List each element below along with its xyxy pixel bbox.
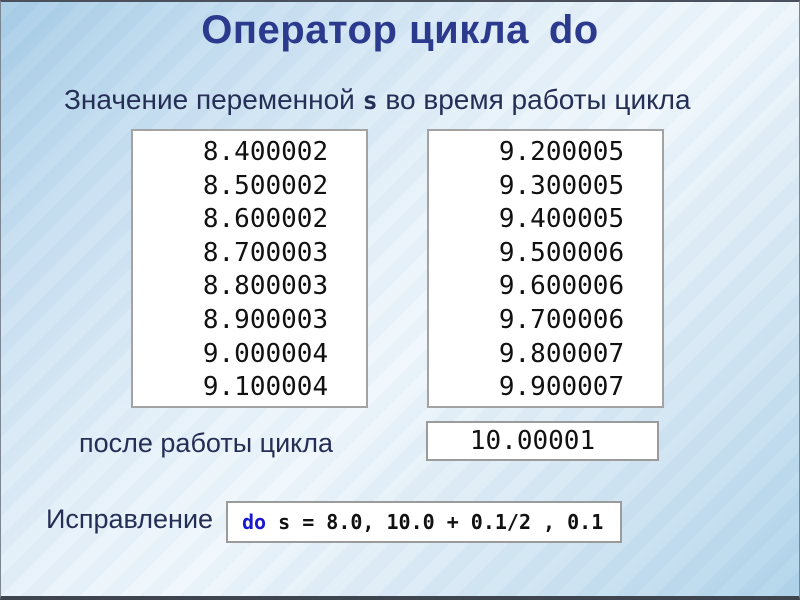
correction-label: Исправление (46, 504, 214, 534)
correction-code-box: do s = 8.0, 10.0 + 0.1/2 , 0.1 (226, 501, 622, 543)
code-keyword-do: do (242, 510, 267, 534)
loop-value: 9.100004 (202, 372, 329, 403)
loop-value: 8.400002 (202, 137, 329, 167)
after-loop-value: 10.00001 (469, 426, 596, 456)
subtitle-part1: Значение переменной (64, 84, 363, 115)
loop-value: 9.400005 (498, 204, 625, 235)
loop-value: 9.000004 (202, 338, 329, 369)
loop-value: 9.500006 (498, 237, 625, 268)
loop-value: 9.800007 (498, 338, 625, 369)
loop-value: 8.900003 (202, 304, 329, 335)
slide-title-text: Оператор цикла (201, 8, 529, 52)
slide-title: Оператор цикла do (1, 8, 799, 53)
loop-value: 8.800003 (202, 271, 329, 302)
loop-values-column-1: 8.400002 8.500002 8.600002 8.700003 8.80… (131, 129, 368, 408)
slide-title-keyword: do (548, 8, 599, 52)
loop-value: 8.600002 (202, 204, 329, 235)
loop-value: 8.500002 (202, 170, 329, 201)
after-loop-result-box: 10.00001 (426, 421, 659, 461)
loop-value: 9.200005 (498, 137, 625, 167)
loop-value: 9.300005 (498, 170, 625, 201)
loop-value: 9.700006 (498, 304, 625, 335)
subtitle-variable-name: s (362, 86, 378, 115)
loop-values-column-2: 9.200005 9.300005 9.400005 9.500006 9.60… (427, 129, 664, 408)
after-loop-label: после работы цикла (79, 428, 334, 458)
subtitle: Значение переменной s во время работы ци… (64, 84, 691, 116)
loop-value: 9.900007 (498, 372, 625, 403)
loop-value: 8.700003 (202, 237, 329, 268)
code-statement: s = 8.0, 10.0 + 0.1/2 , 0.1 (266, 510, 604, 534)
loop-value: 9.600006 (498, 271, 625, 302)
subtitle-part2: во время работы цикла (377, 84, 691, 115)
